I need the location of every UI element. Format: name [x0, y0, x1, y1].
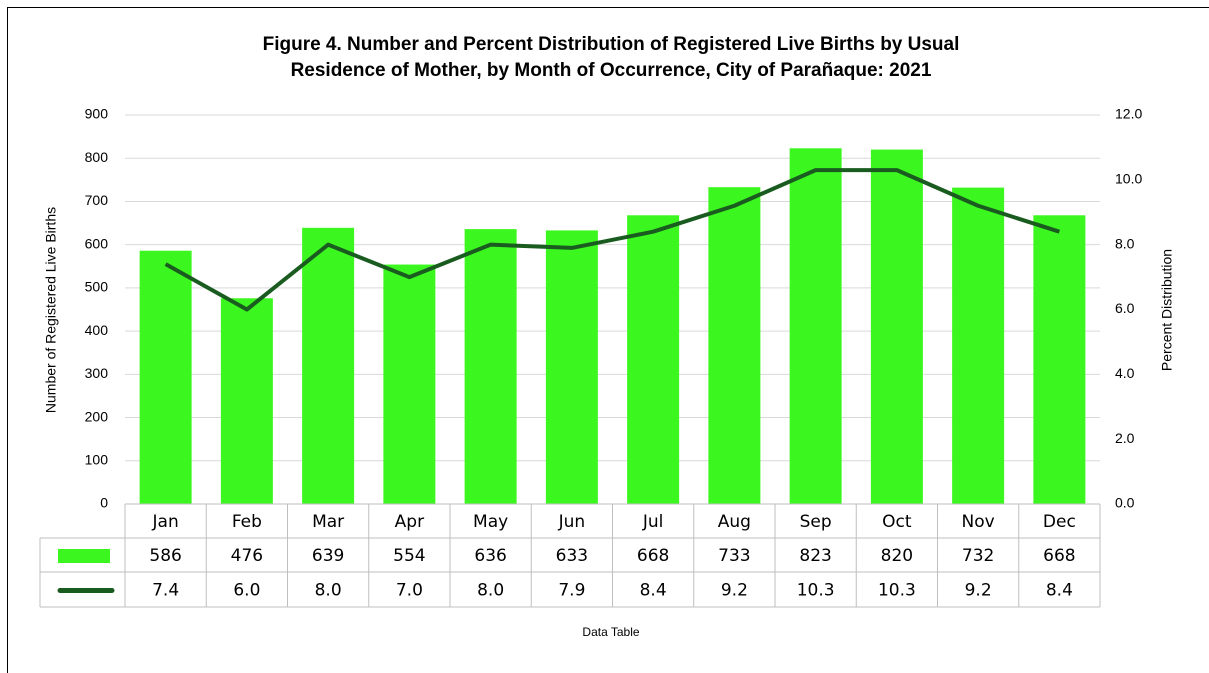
- legend-swatch: [58, 549, 110, 563]
- data-label: 733: [718, 546, 750, 566]
- data-label: 476: [231, 546, 263, 566]
- x-tick-label: Jun: [558, 512, 586, 532]
- data-label: 8.4: [640, 581, 667, 601]
- data-label: 7.4: [152, 581, 179, 601]
- data-label: 668: [637, 546, 669, 566]
- x-tick-label: Mar: [312, 512, 344, 532]
- bar: [302, 227, 355, 504]
- data-label: 732: [962, 546, 994, 566]
- y-tick-label: 600: [85, 235, 109, 251]
- chart-title: Residence of Mother, by Month of Occurre…: [291, 60, 932, 81]
- y-tick-label: 800: [85, 149, 109, 165]
- data-label: 6.0: [233, 581, 260, 601]
- bar: [383, 264, 436, 504]
- data-label: 668: [1043, 546, 1075, 566]
- y-tick-label: 900: [85, 106, 109, 122]
- data-label: 639: [312, 546, 344, 566]
- x-tick-label: Oct: [882, 512, 912, 532]
- bar: [1033, 215, 1086, 504]
- x-tick-label: Aug: [718, 512, 751, 532]
- x-axis-label: Data Table: [582, 625, 639, 639]
- data-label: 9.2: [721, 581, 748, 601]
- bar: [220, 298, 273, 504]
- data-label: 820: [881, 546, 913, 566]
- y2-tick-label: 10.0: [1115, 171, 1142, 187]
- x-tick-label: Feb: [232, 512, 262, 532]
- x-tick-label: May: [473, 512, 508, 532]
- bar: [870, 149, 923, 505]
- y-axis-label: Number of Registered Live Births: [43, 207, 59, 413]
- data-label: 554: [393, 546, 425, 566]
- y-tick-label: 700: [85, 192, 109, 208]
- bar: [545, 230, 598, 505]
- y2-tick-label: 0.0: [1115, 495, 1135, 511]
- x-tick-label: Jul: [642, 512, 664, 532]
- y2-axis-label: Percent Distribution: [1159, 249, 1175, 371]
- bar: [789, 148, 842, 504]
- bar: [627, 215, 680, 504]
- data-label: 586: [149, 546, 181, 566]
- x-tick-label: Nov: [962, 512, 995, 532]
- data-label: 7.9: [558, 581, 585, 601]
- y2-tick-label: 2.0: [1115, 430, 1135, 446]
- y-tick-label: 100: [85, 451, 109, 467]
- data-label: 8.4: [1046, 581, 1073, 601]
- x-tick-label: Apr: [395, 512, 424, 532]
- bar: [139, 250, 192, 504]
- bar: [464, 229, 517, 504]
- x-tick-label: Jan: [152, 512, 179, 532]
- bar: [708, 187, 761, 505]
- data-label: 10.3: [797, 581, 835, 601]
- data-label: 636: [474, 546, 506, 566]
- y2-tick-label: 6.0: [1115, 300, 1135, 316]
- y-tick-label: 400: [85, 322, 109, 338]
- bar: [952, 187, 1005, 504]
- y2-tick-label: 4.0: [1115, 365, 1135, 381]
- chart-title: Figure 4. Number and Percent Distributio…: [263, 34, 960, 55]
- data-label: 7.0: [396, 581, 423, 601]
- data-label: 10.3: [878, 581, 916, 601]
- y2-tick-label: 12.0: [1115, 106, 1142, 122]
- x-tick-label: Sep: [800, 512, 832, 532]
- data-label: 9.2: [965, 581, 992, 601]
- data-label: 823: [799, 546, 831, 566]
- x-tick-label: Dec: [1043, 512, 1076, 532]
- data-label: 633: [556, 546, 588, 566]
- line: [164, 168, 1060, 312]
- y2-tick-label: 8.0: [1115, 235, 1135, 251]
- data-label: 8.0: [315, 581, 342, 601]
- y-tick-label: 200: [85, 408, 109, 424]
- y-tick-label: 300: [85, 365, 109, 381]
- y-tick-label: 500: [85, 279, 109, 295]
- data-label: 8.0: [477, 581, 504, 601]
- y-tick-label: 0: [100, 495, 108, 511]
